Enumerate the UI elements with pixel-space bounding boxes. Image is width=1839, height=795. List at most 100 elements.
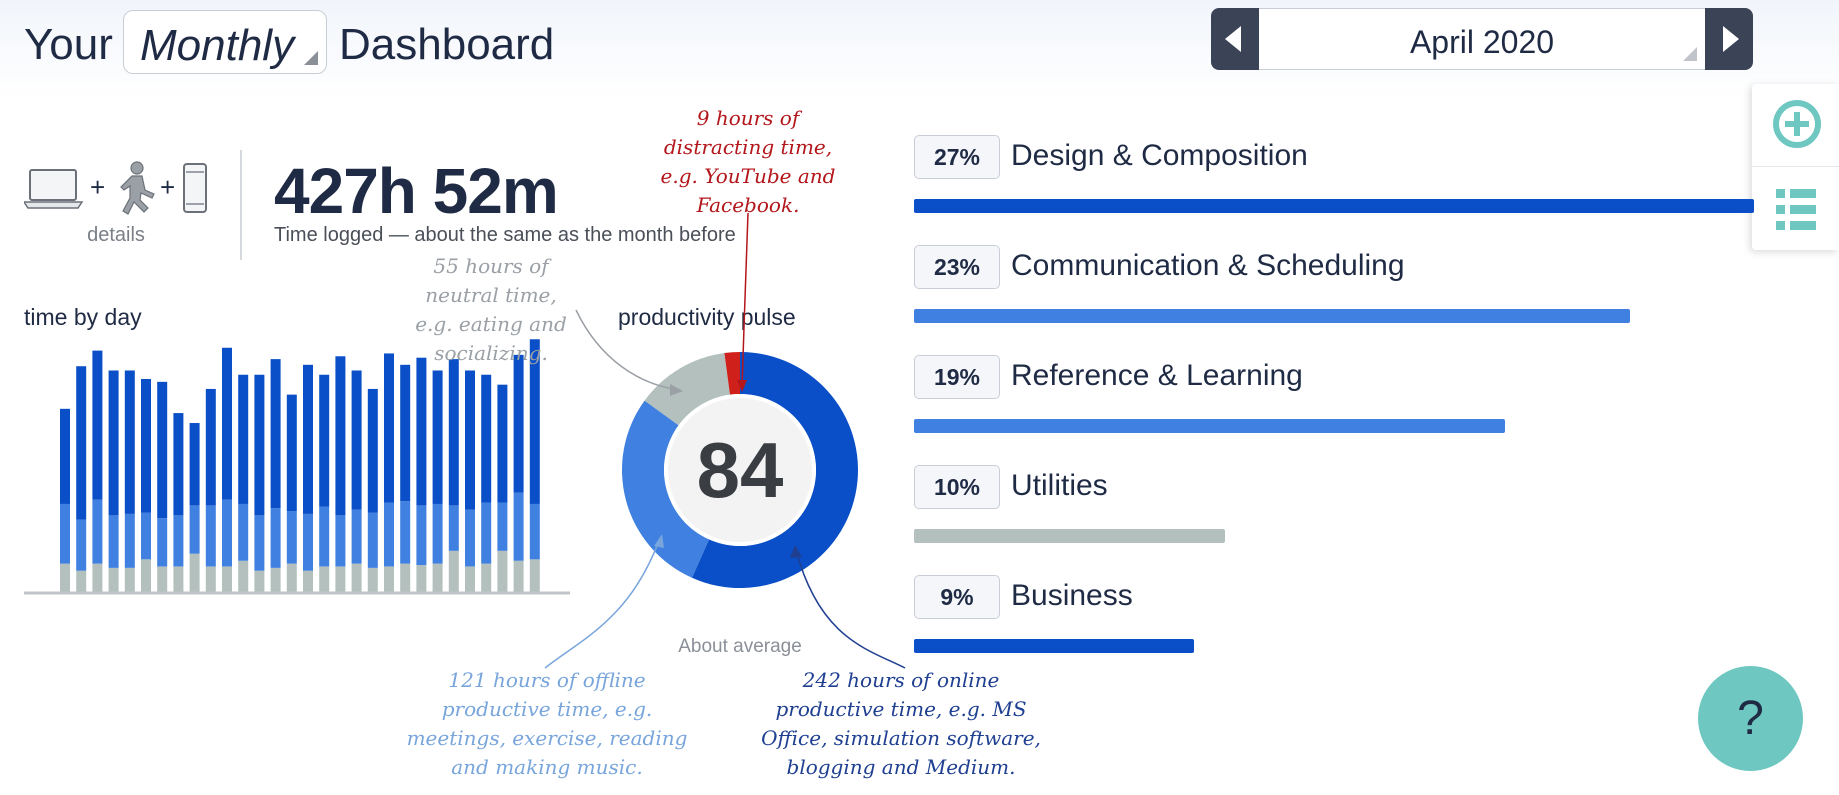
category-communication[interactable]: 23% Communication & Scheduling [914,245,1754,345]
day-bar-segment [157,518,168,567]
dropdown-corner-icon [1683,47,1697,61]
category-percent: 9% [914,575,1000,619]
day-bar-segment [189,553,200,592]
day-bar-segment [448,550,459,592]
day-bar-segment [465,566,475,592]
month-select-value: April 2020 [1409,24,1555,60]
day-bar-segment [286,394,297,512]
day-bar-segment [286,563,297,592]
day-bar-segment [319,374,330,507]
day-bar-segment [367,388,378,513]
day-bar-segment [432,370,443,504]
day-bar-segment [270,508,281,568]
annotation-offline: 121 hours of offline productive time, e.… [406,668,688,779]
day-bar-segment [238,374,249,504]
chevron-right-icon [1723,26,1739,52]
day-bar-segment [529,339,540,504]
list-icon [1776,189,1816,230]
time-by-day-chart: 14710131619222528 [24,339,570,595]
day-bar-segment [513,354,524,493]
day-bar-segment [416,505,427,566]
day-bar-segment [157,566,168,592]
category-bar [914,529,1225,543]
add-button[interactable] [1752,84,1839,167]
annotation-online: 242 hours of online productive time, e.g… [761,668,1041,779]
category-percent: 23% [914,245,1000,289]
category-bar [914,309,1630,323]
day-bar-segment [124,370,135,514]
category-bar [914,199,1754,213]
day-bar-segment [303,364,313,514]
day-bar-segment [335,515,346,567]
day-bar-segment [513,560,524,592]
day-bar-segment [205,566,216,592]
devices-icons: + + [22,161,207,215]
day-bar-segment [367,512,378,568]
category-percent: 19% [914,355,1000,399]
day-bar-segment [92,350,103,500]
day-bar-segment [270,359,281,509]
day-bar-segment [173,566,184,592]
category-name: Utilities [1011,469,1108,502]
day-bar-segment [157,381,168,519]
day-bar-segment [286,511,297,564]
day-bar-segment [173,515,184,567]
category-percent: 27% [914,135,1000,179]
title-suffix: Dashboard [339,20,555,69]
list-button[interactable] [1752,167,1839,250]
day-bar-segment [76,570,87,592]
day-bar-segment [432,503,443,564]
slice-offline [622,400,710,578]
month-navigator: April 2020 [1211,8,1753,70]
phone-icon [183,163,207,213]
day-bar-segment [108,515,119,568]
day-bar-segment [108,567,119,592]
day-bar-segment [76,519,87,571]
day-bar-segment [529,503,540,560]
day-bar-segment [189,423,200,506]
category-business[interactable]: 9% Business [914,575,1754,675]
day-bar-segment [465,509,475,567]
header: Your Monthly Dashboard April 2020 [0,0,1839,98]
day-bar-segment [303,570,313,592]
day-bar-segment [222,347,232,500]
category-percent: 10% [914,465,1000,509]
day-bar-segment [60,503,70,564]
period-select[interactable]: Monthly [123,10,327,74]
day-bar-segment [76,366,87,520]
productivity-pulse-donut[interactable]: 84 [615,345,865,595]
day-bar-segment [400,364,411,502]
day-bar-segment [416,565,427,592]
month-select[interactable]: April 2020 [1259,8,1705,70]
day-bar-segment [173,413,184,516]
day-bar-segment [497,502,508,551]
question-icon: ? [1737,692,1764,745]
category-name: Design & Composition [1011,139,1308,172]
category-design[interactable]: 27% Design & Composition [914,135,1754,235]
day-bar-segment [303,513,313,571]
help-button[interactable]: ? [1698,666,1803,771]
slice-neutral [644,353,730,426]
day-bar-segment [205,388,216,506]
category-utilities[interactable]: 10% Utilities [914,465,1754,565]
day-bar-segment [60,408,70,504]
day-bar-segment [92,563,103,592]
day-bar-segment [351,563,362,592]
day-bar-segment [335,356,346,516]
dropdown-corner-icon [304,51,318,65]
day-bar-segment [497,384,508,503]
pulse-caption: About average [678,636,802,657]
svg-text:+: + [160,172,175,202]
day-bar-segment [529,559,540,592]
day-bar-segment [481,563,492,592]
details-link[interactable]: details [87,224,145,246]
annotation-neutral: 55 hours of neutral time, e.g. eating an… [415,254,567,365]
next-month-button[interactable] [1705,8,1753,70]
category-reference[interactable]: 19% Reference & Learning [914,355,1754,455]
day-bar-segment [124,567,135,592]
day-bar-segment [367,567,378,592]
devices-details[interactable]: + + [22,160,224,250]
prev-month-button[interactable] [1211,8,1259,70]
day-bar-segment [205,505,216,567]
time-by-day-title: time by day [24,304,142,330]
